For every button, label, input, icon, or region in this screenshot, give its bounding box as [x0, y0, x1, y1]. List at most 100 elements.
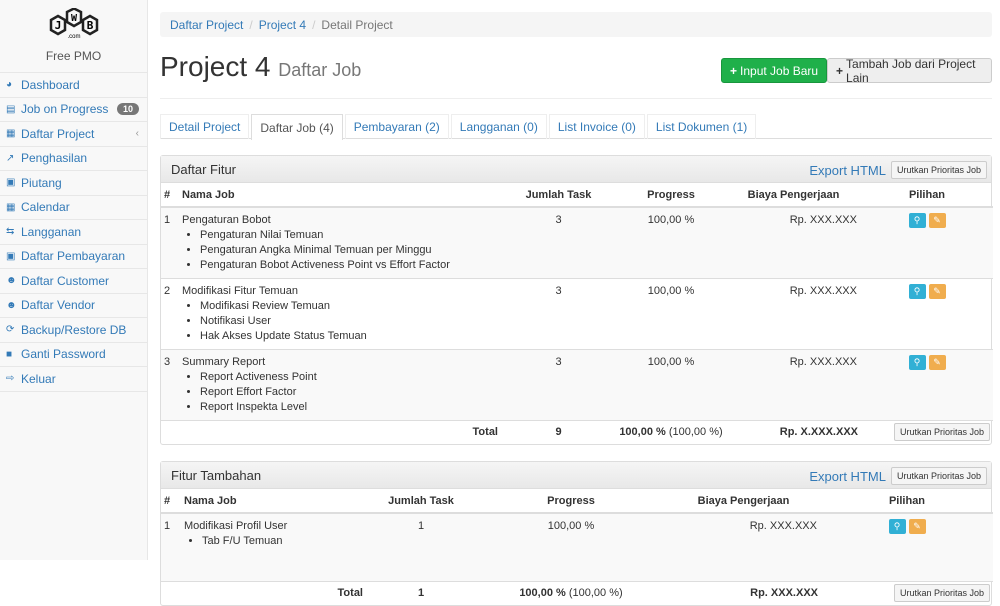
task-count: 1	[366, 512, 476, 581]
column-header: Biaya Pengerjaan	[666, 489, 821, 514]
total-progress: 100,00 %	[619, 426, 666, 438]
biaya: Rp. XXX.XXX	[726, 349, 861, 421]
tambah-job-button[interactable]: + Tambah Job dari Project Lain	[827, 57, 992, 85]
table-row: 1 Pengaturan Bobot Pengaturan Nilai Temua…	[161, 206, 993, 279]
export-html-link[interactable]: Export HTML	[809, 162, 886, 178]
sidebar-item-label: Piutang	[21, 175, 62, 190]
input-job-baru-button[interactable]: + Input Job Baru	[721, 58, 828, 83]
column-header: Biaya Pengerjaan	[726, 183, 861, 208]
breadcrumb-project-4[interactable]: Project 4	[258, 17, 307, 32]
table-row: 1 Modifikasi Profil User Tab F/U Temuan 1…	[161, 512, 993, 581]
view-search-icon[interactable]: ⚲	[888, 519, 906, 534]
sidebar-item-dashboard[interactable]: ◕ Dashboard	[0, 73, 147, 98]
sub-job: Pengaturan Nilai Temuan	[200, 228, 498, 243]
total-row: Total 1 100,00 % (100,00 %) Rp. XXX.XXX …	[161, 580, 993, 605]
job-name: Summary Report	[182, 356, 266, 368]
page-title: Project 4 Daftar Job	[160, 51, 362, 82]
svg-text:W: W	[70, 13, 77, 24]
sidebar-item-backup-restore-db[interactable]: ⟳ Backup/Restore DB	[0, 318, 147, 343]
chevron-left-icon: ‹	[135, 128, 139, 140]
tab-detail-project[interactable]: Detail Project	[160, 114, 250, 139]
edit-icon[interactable]: ✎	[928, 284, 946, 299]
tab-langganan[interactable]: Langganan (0)	[450, 114, 547, 139]
progress: 100,00 %	[476, 512, 666, 581]
job-name: Modifikasi Fitur Temuan	[182, 285, 298, 297]
brand-name: Free PMO	[45, 49, 102, 63]
plus-icon: +	[730, 63, 738, 78]
biaya: Rp. XXX.XXX	[666, 512, 821, 581]
sidebar-item-label: Daftar Project	[21, 126, 95, 141]
task-count: 3	[501, 206, 616, 279]
breadcrumb-current: Detail Project	[321, 17, 393, 32]
table-row: 3 Summary ReportReport Activeness PointR…	[161, 349, 993, 421]
view-search-icon[interactable]: ⚲	[908, 355, 926, 370]
sub-job: Notifikasi User	[200, 314, 498, 329]
total-progress-extra: (100,00 %)	[568, 586, 623, 599]
edit-icon[interactable]: ✎	[928, 213, 946, 228]
sidebar-item-daftar-project[interactable]: ▦ Daftar Project ‹	[0, 122, 147, 147]
tab-list-invoice[interactable]: List Invoice (0)	[548, 114, 645, 139]
line-chart-icon: ↗	[6, 152, 15, 164]
sidebar-item-daftar-customer[interactable]: ☻ Daftar Customer	[0, 269, 147, 294]
urutkan-prioritas-button[interactable]: Urutkan Prioritas Job	[893, 583, 990, 602]
sidebar-item-label: Penghasilan	[21, 151, 88, 166]
urutkan-prioritas-button[interactable]: Urutkan Prioritas Job	[893, 423, 990, 441]
tab-pembayaran[interactable]: Pembayaran (2)	[344, 114, 449, 139]
sidebar-item-ganti-password[interactable]: ■ Ganti Password	[0, 343, 147, 367]
svg-text:.com: .com	[67, 34, 80, 40]
sidebar-item-penghasilan[interactable]: ↗ Penghasilan	[0, 147, 147, 171]
svg-text:B: B	[86, 19, 93, 32]
tab-daftar-job[interactable]: Daftar Job (4)	[251, 114, 343, 140]
sub-job: Pengaturan Bobot Activeness Point vs Eff…	[200, 258, 498, 273]
column-header: Pilihan	[821, 489, 993, 514]
sidebar-item-label: Daftar Customer	[21, 273, 110, 288]
row-number: 1	[161, 206, 179, 279]
sidebar-item-keluar[interactable]: ⇨ Keluar	[0, 367, 147, 392]
sub-job: Hak Akses Update Status Temuan	[200, 329, 498, 344]
panel1-daftar-fitur: Daftar Fitur Export HTML Urutkan Priorita…	[160, 155, 993, 445]
sub-job: Pengaturan Angka Minimal Temuan per Ming…	[200, 243, 498, 258]
sidebar-item-job-on-progress[interactable]: ▤ Job on Progress 10	[0, 98, 147, 122]
edit-icon[interactable]: ✎	[928, 355, 946, 370]
sidebar-item-label: Daftar Pembayaran	[21, 249, 126, 264]
row-number: 3	[161, 349, 179, 421]
sidebar-item-label: Langganan	[21, 224, 82, 239]
sidebar-item-calendar[interactable]: ▦ Calendar	[0, 196, 147, 220]
sign-out-icon: ⇨	[6, 373, 15, 385]
sub-job: Report Activeness Point	[200, 370, 498, 385]
sidebar-item-daftar-pembayaran[interactable]: ▣ Daftar Pembayaran	[0, 245, 147, 269]
edit-icon[interactable]: ✎	[908, 519, 926, 534]
sub-job: Report Inspekta Level	[200, 400, 498, 415]
total-row: Total 9 100,00 % (100,00 %) Rp. X.XXX.XX…	[161, 420, 993, 444]
calendar-icon: ▦	[6, 201, 16, 213]
main-content: Daftar Project / Project 4/ Detail Projec…	[160, 12, 993, 606]
logo[interactable]: J W B .com Free PMO	[0, 0, 147, 73]
column-header: Progress	[476, 489, 666, 514]
job-name: Modifikasi Profil User	[184, 520, 288, 532]
job-name: Pengaturan Bobot	[182, 214, 271, 226]
sidebar-item-label: Dashboard	[21, 77, 80, 92]
export-html-link[interactable]: Export HTML	[809, 468, 886, 484]
sidebar-item-piutang[interactable]: ▣ Piutang	[0, 171, 147, 196]
sidebar-item-daftar-vendor[interactable]: ☻ Daftar Vendor	[0, 294, 147, 318]
money-icon: ▣	[6, 177, 16, 189]
dashboard-icon: ◕	[6, 79, 13, 91]
job-table: # Nama Job Jumlah Task Progress Biaya Penger…	[161, 183, 993, 444]
sub-job: Report Effort Factor	[200, 385, 498, 400]
task-count: 3	[501, 349, 616, 421]
view-search-icon[interactable]: ⚲	[908, 213, 926, 228]
sidebar-item-label: Backup/Restore DB	[21, 322, 127, 337]
table-icon: ▦	[6, 128, 16, 140]
biaya: Rp. XXX.XXX	[726, 278, 861, 350]
sidebar-item-langganan[interactable]: ⇆ Langganan	[0, 220, 147, 245]
retweet-icon: ⇆	[6, 226, 15, 238]
table-row: 2 Modifikasi Fitur Temuan Modifikasi Revi…	[161, 278, 993, 350]
sidebar: J W B .com Free PMO ◕ Dashboard ▤ Job on Pr…	[0, 0, 148, 560]
breadcrumb-daftar-project[interactable]: Daftar Project	[170, 17, 244, 32]
urutkan-prioritas-button[interactable]: Urutkan Prioritas Job	[890, 467, 987, 485]
column-header: Jumlah Task	[366, 489, 476, 514]
view-search-icon[interactable]: ⚲	[908, 284, 926, 299]
urutkan-prioritas-button[interactable]: Urutkan Prioritas Job	[890, 161, 987, 179]
plus-icon: +	[836, 63, 844, 78]
tab-list-dokumen[interactable]: List Dokumen (1)	[646, 114, 757, 139]
